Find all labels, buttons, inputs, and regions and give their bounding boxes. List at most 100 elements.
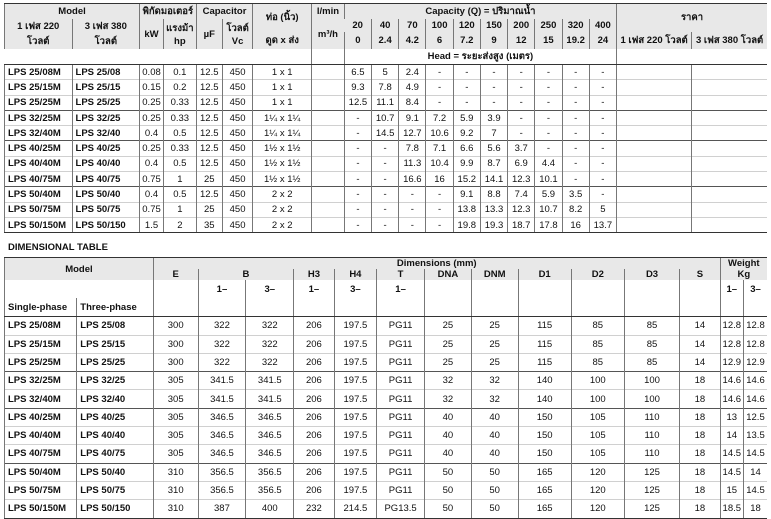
table-row: LPS 25/15M LPS 25/15 300 322 322 206 197.5 PG11… <box>3 334 767 354</box>
table-row: LPS 50/40M LPS 50/40 310 356.5 356.5 206 197.5… <box>3 462 767 482</box>
model-single-phase: LPS 32/25M <box>4 109 73 126</box>
head-value: - <box>371 216 399 234</box>
hdr-head: Head = ระยะส่งสูง (เมตร) <box>343 49 617 65</box>
power-kw: 0.15 <box>139 79 164 96</box>
hdr-single: 1 เฟส 220 โวลต์ <box>4 19 73 49</box>
dimension-value: 346.5 <box>197 407 246 427</box>
m3h-value: 9 <box>479 31 508 49</box>
dimension-value: 356.5 <box>197 462 246 482</box>
head-value: - <box>507 125 535 141</box>
dimension-value: 322 <box>197 316 246 336</box>
dimension-value: 197.5 <box>333 371 377 390</box>
model-three-phase: LPS 50/75 <box>71 201 140 218</box>
head-value: - <box>398 186 426 203</box>
head-value: 9.2 <box>452 125 481 141</box>
power-hp: 0.1 <box>163 63 197 80</box>
hdr-pipe: ท่อ (นิ้ว) <box>252 2 312 32</box>
dim-sub-h3: 3– <box>333 280 377 299</box>
dimension-value: 18 <box>679 462 721 482</box>
head-value: - <box>561 125 590 141</box>
head-value: - <box>371 171 399 187</box>
head-value: - <box>343 171 372 187</box>
dimension-value: 322 <box>197 352 246 372</box>
head-value: 12.3 <box>507 171 535 187</box>
dimension-value: 14.5 <box>742 480 767 500</box>
model-single-phase: LPS 40/25M <box>4 140 73 157</box>
dimension-value: 18.5 <box>719 499 744 519</box>
head-value: - <box>479 63 508 80</box>
dimension-value: 40 <box>470 407 519 427</box>
model-single-phase: LPS 40/40M <box>3 426 77 445</box>
dimension-value: 25 <box>424 334 472 354</box>
dimension-value: PG11 <box>376 444 425 464</box>
power-hp: 0.5 <box>163 125 197 141</box>
price-three-cell <box>691 63 767 80</box>
dimension-value: 85 <box>623 334 680 354</box>
model-three-phase: LPS 32/25 <box>71 109 140 126</box>
hdr-capacitor: Capacitor <box>195 3 253 19</box>
head-value: 10.7 <box>371 109 399 126</box>
head-value: 4.9 <box>398 79 426 96</box>
dimension-value: 12.9 <box>719 352 744 372</box>
model-three-phase: LPS 40/25 <box>76 407 154 427</box>
head-value: - <box>534 79 563 96</box>
dimension-value: 100 <box>623 389 680 409</box>
dimension-value: 110 <box>623 444 680 464</box>
head-value: - <box>534 125 563 141</box>
dimension-value: 150 <box>517 426 572 445</box>
dimension-value: 13.5 <box>742 426 767 445</box>
capacitor-volt: 450 <box>221 63 253 80</box>
head-value: - <box>371 140 399 157</box>
dimension-value: PG11 <box>376 334 425 354</box>
dim-col-dna: DNA <box>424 269 472 281</box>
m3h-value: 19.2 <box>561 31 590 49</box>
dimension-value: 13 <box>719 407 744 427</box>
dim-col-s: S <box>679 269 721 281</box>
power-kw: 0.75 <box>139 201 164 218</box>
price-single-cell <box>616 216 692 234</box>
price-three-cell <box>691 79 767 96</box>
model-three-phase: LPS 40/40 <box>71 155 140 172</box>
dimension-value: 150 <box>517 444 572 464</box>
table-row: LPS 25/08M LPS 25/08 0.08 0.1 12.5 450 1 x 1 6.… <box>4 63 767 80</box>
lmin-value: 100 <box>425 19 454 32</box>
dimension-value: 50 <box>470 480 519 500</box>
dimension-value: 85 <box>570 316 625 336</box>
dimension-value: 32 <box>424 371 472 390</box>
m3h-value: 0 <box>343 31 372 49</box>
pipe-size: 1¼ x 1¼ <box>252 125 312 141</box>
dimension-value: 305 <box>152 426 199 445</box>
capacitor-uf: 35 <box>195 216 223 234</box>
lmin-value: 120 <box>452 19 481 32</box>
dim-col-h4: H4 <box>333 269 377 281</box>
dimension-value: 346.5 <box>245 407 294 427</box>
pipe-size: 1¼ x 1¼ <box>252 109 312 126</box>
dimensional-table: Model Dimensions (mm) Weight Kg E B H3 H… <box>3 257 767 519</box>
dimension-value: 197.5 <box>333 334 377 354</box>
dimension-value: 12.9 <box>742 352 767 372</box>
dim-hdr-weight: Weight Kg <box>719 257 767 281</box>
dimension-value: 120 <box>570 462 625 482</box>
dimension-value: 25 <box>424 352 472 372</box>
lmin-value: 400 <box>588 19 617 32</box>
dimension-value: 206 <box>293 480 335 500</box>
table-row: LPS 50/40M LPS 50/40 0.4 0.5 12.5 450 2 x 2---… <box>4 186 767 203</box>
dimension-value: PG11 <box>376 407 425 427</box>
head-value: 11.1 <box>371 94 399 111</box>
head-value: - <box>534 94 563 111</box>
m3h-value: 7.2 <box>452 31 481 49</box>
pipe-size: 2 x 2 <box>252 186 312 203</box>
dimension-value: 14 <box>719 426 744 445</box>
head-value: - <box>561 63 590 80</box>
hdr-lmin: l/min <box>311 3 345 19</box>
head-value: 16 <box>425 171 454 187</box>
head-value: 6.6 <box>452 140 481 157</box>
head-value: 7 <box>479 125 508 141</box>
dimension-value: 25 <box>424 316 472 336</box>
dimension-value: 25 <box>470 352 519 372</box>
head-value: - <box>534 109 563 126</box>
dimension-value: 105 <box>570 407 625 427</box>
head-value: - <box>398 216 426 234</box>
lmin-value: 200 <box>507 19 535 32</box>
dimension-value: 32 <box>424 389 472 409</box>
